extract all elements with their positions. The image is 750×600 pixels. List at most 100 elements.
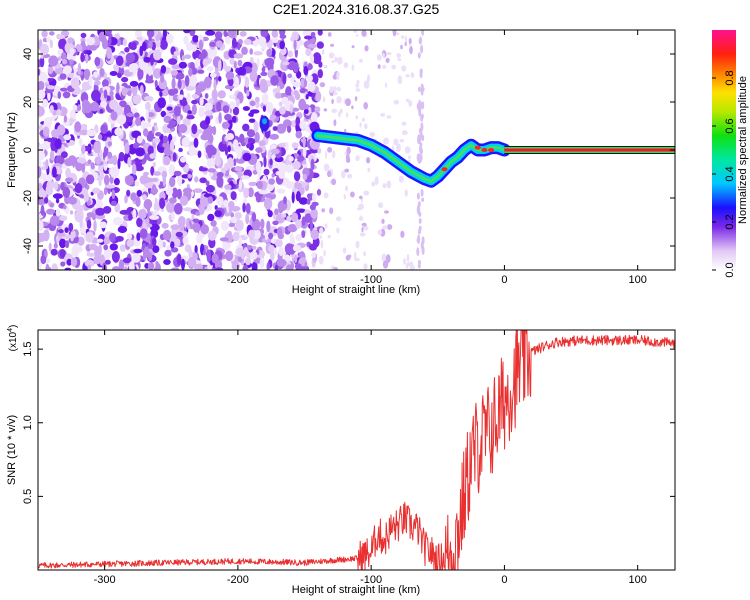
noise-blob bbox=[404, 41, 407, 47]
noise-blob bbox=[102, 206, 112, 214]
noise-blob bbox=[298, 197, 308, 205]
noise-blob bbox=[188, 75, 198, 87]
noise-blob bbox=[391, 64, 397, 70]
noise-blob bbox=[162, 30, 167, 39]
noise-blob bbox=[131, 84, 138, 97]
noise-blob bbox=[122, 38, 127, 47]
ridge-peak bbox=[488, 148, 495, 152]
noise-blob bbox=[276, 85, 281, 93]
colorbar-gradient bbox=[712, 30, 736, 270]
noise-blob bbox=[331, 60, 335, 64]
noise-blob bbox=[363, 190, 370, 196]
noise-blob bbox=[128, 261, 135, 270]
noise-blob bbox=[316, 189, 322, 196]
noise-blob bbox=[66, 258, 72, 266]
noise-blob bbox=[193, 188, 203, 194]
noise-blob bbox=[274, 156, 284, 163]
noise-blob bbox=[85, 184, 90, 190]
noise-blob bbox=[80, 52, 85, 63]
noise-blob bbox=[271, 30, 278, 38]
noise-blob bbox=[147, 262, 155, 270]
noise-blob bbox=[261, 66, 266, 73]
noise-blob bbox=[136, 135, 143, 144]
noise-blob bbox=[192, 35, 200, 43]
noise-blob bbox=[295, 219, 302, 229]
noise-blob bbox=[319, 82, 326, 88]
noise-blob bbox=[207, 157, 215, 169]
noise-blob bbox=[286, 264, 293, 270]
noise-blob bbox=[218, 59, 222, 72]
noise-blob bbox=[181, 137, 190, 148]
noise-blob bbox=[418, 218, 422, 224]
noise-blob bbox=[60, 261, 66, 267]
noise-blob bbox=[263, 197, 273, 210]
noise-blob bbox=[295, 208, 306, 213]
noise-blob bbox=[249, 70, 258, 82]
noise-blob bbox=[44, 249, 48, 258]
ridge-peak bbox=[474, 145, 481, 150]
noise-blob bbox=[227, 78, 234, 87]
noise-blob bbox=[103, 132, 114, 137]
noise-blob bbox=[69, 109, 76, 121]
noise-blob bbox=[127, 89, 132, 97]
noise-blob bbox=[243, 38, 252, 46]
noise-blob bbox=[322, 96, 326, 103]
noise-blob bbox=[99, 109, 104, 114]
noise-blob bbox=[356, 79, 360, 85]
noise-blob bbox=[223, 30, 228, 37]
ridge-peak bbox=[481, 148, 488, 152]
noise-blob bbox=[59, 238, 67, 249]
noise-blob bbox=[173, 88, 179, 95]
noise-blob bbox=[364, 123, 368, 130]
noise-blob bbox=[235, 219, 244, 231]
noise-blob bbox=[358, 203, 364, 210]
noise-blob bbox=[62, 91, 71, 99]
colorbar-tick-label: 0.2 bbox=[724, 214, 736, 229]
noise-blob bbox=[344, 168, 350, 173]
noise-blob bbox=[381, 253, 387, 262]
noise-blob bbox=[202, 58, 209, 67]
noise-blob bbox=[188, 67, 193, 77]
noise-blob bbox=[63, 65, 72, 75]
noise-blob bbox=[162, 135, 169, 144]
snr-frame bbox=[37, 329, 676, 571]
noise-blob bbox=[286, 111, 296, 116]
noise-blob bbox=[198, 167, 209, 172]
noise-blob bbox=[243, 187, 250, 199]
noise-blob bbox=[46, 174, 53, 183]
noise-blob bbox=[179, 195, 189, 206]
colorbar-tick-label: 0.4 bbox=[724, 166, 736, 181]
noise-blob bbox=[171, 64, 182, 70]
noise-blob bbox=[124, 175, 134, 186]
noise-blob bbox=[274, 208, 279, 215]
noise-blob bbox=[97, 134, 103, 140]
noise-blob bbox=[191, 104, 197, 115]
snr-ticks: -300 -200 -100 0 100 0.5 1.0 1.5 bbox=[22, 330, 675, 586]
noise-blob bbox=[193, 263, 204, 270]
noise-blob bbox=[393, 138, 399, 146]
x-tick-label: -100 bbox=[360, 574, 382, 586]
noise-blob bbox=[77, 209, 84, 219]
noise-blob bbox=[186, 92, 191, 104]
noise-blob bbox=[112, 266, 121, 270]
noise-blob bbox=[361, 117, 365, 122]
noise-blob bbox=[153, 49, 162, 61]
noise-blob bbox=[309, 38, 317, 44]
noise-blob bbox=[145, 109, 149, 120]
noise-blob bbox=[345, 254, 351, 261]
noise-blob bbox=[46, 36, 51, 43]
noise-blob bbox=[65, 167, 71, 179]
noise-blob bbox=[262, 105, 266, 112]
noise-blob bbox=[291, 191, 295, 204]
noise-blob bbox=[327, 146, 333, 153]
noise-blob bbox=[163, 259, 171, 265]
noise-blob bbox=[363, 102, 369, 110]
noise-blob bbox=[215, 40, 223, 48]
noise-blob bbox=[363, 80, 370, 89]
noise-blob bbox=[151, 177, 159, 183]
noise-blob bbox=[49, 39, 54, 49]
noise-blob bbox=[138, 36, 143, 42]
noise-blob bbox=[248, 137, 253, 144]
noise-blob bbox=[152, 245, 160, 254]
